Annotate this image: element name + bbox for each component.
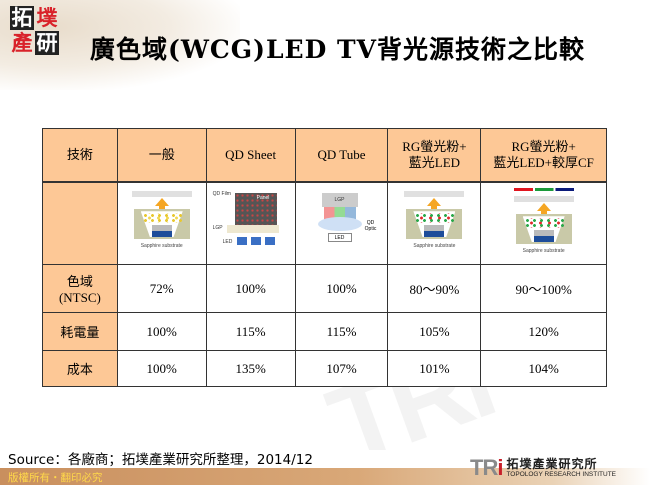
column-header: 技術 <box>42 128 118 182</box>
logo-char: 墣 <box>36 6 58 30</box>
footer-band <box>0 468 650 485</box>
rg-phosphor-diagram: Sapphire substrate <box>396 191 472 251</box>
table-cell: 100% <box>205 264 296 313</box>
logo-char: 研 <box>35 31 59 55</box>
diagram-cell: QD Film Panel LGP LED <box>205 181 296 265</box>
brand-name-en: TOPOLOGY RESEARCH INSTITUTE <box>506 470 617 478</box>
tri-brand-logo: TRi 拓墣產業研究所 TOPOLOGY RESEARCH INSTITUTE <box>470 455 616 481</box>
table-cell: 105% <box>387 312 482 351</box>
logo-char: 拓 <box>10 6 34 30</box>
arrow-up-icon <box>427 198 442 211</box>
table-cell: 135% <box>205 350 296 387</box>
table-row: 成本 100% 135% 107% 101% 104% <box>42 350 607 387</box>
general-led-diagram: Sapphire substrate <box>124 191 200 251</box>
row-header: 成本 <box>42 350 118 387</box>
diagram-row: Sapphire substrate QD Film Panel LGP LED… <box>42 181 607 265</box>
table-cell: 115% <box>205 312 296 351</box>
column-header: RG螢光粉+ 藍光LED+較厚CF <box>480 128 607 182</box>
table-row: 色域 (NTSC) 72% 100% 100% 80～90% 90～100% <box>42 264 607 313</box>
tri-logo-badge: 拓 墣 產 研 <box>10 6 60 56</box>
table-header-row: 技術 一般 QD Sheet QD Tube RG螢光粉+ 藍光LED RG螢光粉… <box>42 128 607 182</box>
table-cell: 80～90% <box>387 264 482 313</box>
source-note: Source：各廠商；拓墣產業研究所整理，2014/12 <box>8 452 313 468</box>
table-row: 耗電量 100% 115% 115% 105% 120% <box>42 312 607 351</box>
table-cell: 104% <box>480 350 607 387</box>
table-cell: 115% <box>294 312 389 351</box>
table-cell: 120% <box>480 312 607 351</box>
logo-char: 產 <box>11 31 33 55</box>
row-header-empty <box>42 181 118 265</box>
diagram-cell: LGP QD Optic LED <box>294 181 389 265</box>
comparison-table: 技術 一般 QD Sheet QD Tube RG螢光粉+ 藍光LED RG螢光粉… <box>42 128 607 387</box>
qd-tube-diagram: LGP QD Optic LED <box>304 189 380 253</box>
table-cell: 90～100% <box>480 264 607 313</box>
color-filter-bar <box>513 188 574 192</box>
rg-phosphor-cf-diagram: Sapphire substrate <box>506 188 582 256</box>
row-header: 耗電量 <box>42 312 118 351</box>
arrow-up-icon <box>154 198 169 211</box>
brand-name-zh: 拓墣產業研究所 <box>506 456 598 471</box>
column-header: 一般 <box>116 128 207 182</box>
column-header: QD Sheet <box>205 128 296 182</box>
column-header: QD Tube <box>294 128 389 182</box>
qd-sheet-diagram: QD Film Panel LGP LED <box>213 189 289 253</box>
arrow-up-icon <box>536 203 551 216</box>
column-header: RG螢光粉+ 藍光LED <box>387 128 482 182</box>
diagram-cell: Sapphire substrate <box>387 181 482 265</box>
row-header: 色域 (NTSC) <box>42 264 118 313</box>
table-cell: 100% <box>116 350 207 387</box>
page-title: 廣色域(WCG)LED TV背光源技術之比較 <box>90 35 585 64</box>
diagram-cell: Sapphire substrate <box>480 181 607 265</box>
table-cell: 100% <box>294 264 389 313</box>
table-cell: 100% <box>116 312 207 351</box>
copyright-text: 版權所有・翻印必究 <box>8 472 103 484</box>
table-cell: 101% <box>387 350 482 387</box>
table-cell: 72% <box>116 264 207 313</box>
tri-mark-icon: TRi <box>470 455 503 480</box>
diagram-cell: Sapphire substrate <box>116 181 207 265</box>
table-cell: 107% <box>294 350 389 387</box>
